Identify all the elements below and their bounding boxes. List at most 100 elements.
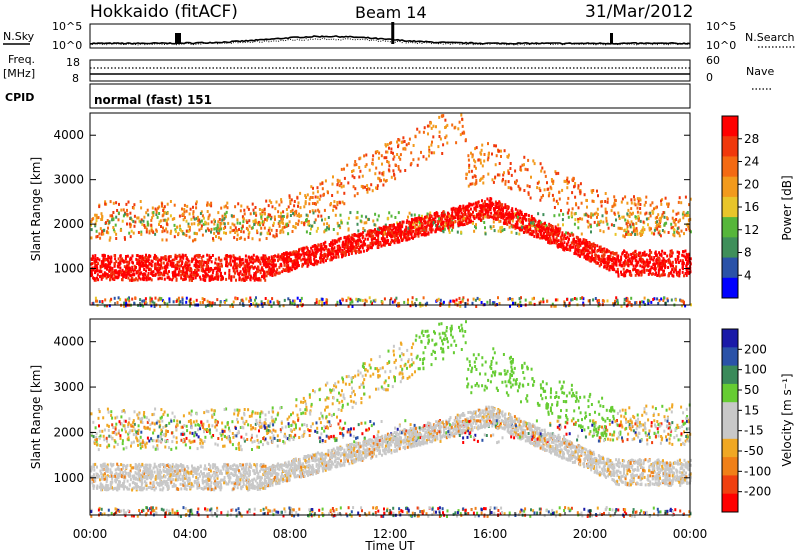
echo-cell (185, 296, 188, 300)
echo-cell (542, 300, 545, 304)
echo-cell (665, 216, 668, 220)
echo-cell (185, 300, 188, 304)
echo-cell (689, 197, 692, 201)
echo-cell (161, 299, 164, 303)
echo-cell (155, 228, 158, 232)
echo-cell (395, 226, 398, 230)
echo-cell (152, 270, 155, 274)
echo-cell (248, 224, 251, 228)
echo-cell (643, 266, 646, 270)
echo-cell (190, 274, 193, 278)
echo-cell (293, 213, 296, 217)
echo-cell (482, 181, 485, 185)
echo-cell (154, 207, 157, 211)
echo-cell (407, 215, 409, 219)
echo-cell (339, 213, 342, 217)
echo-cell (667, 266, 670, 269)
echo-cell (104, 202, 107, 206)
echo-cell (399, 157, 402, 161)
echo-cell (122, 272, 125, 276)
echo-cell (493, 211, 496, 215)
echo-cell (412, 221, 415, 225)
echo-cell (383, 297, 386, 301)
echo-cell (106, 304, 108, 308)
echo-cell (393, 241, 396, 245)
echo-cell (545, 227, 548, 230)
echo-cell (658, 253, 661, 257)
echo-cell (648, 249, 651, 253)
echo-cell (358, 232, 361, 236)
echo-cell (383, 231, 386, 235)
echo-cell (261, 220, 264, 224)
echo-cell (542, 194, 544, 198)
echo-cell (459, 219, 462, 223)
echo-cell (682, 254, 685, 258)
echo-cell (278, 271, 281, 275)
echo-cell (94, 271, 96, 275)
echo-cell (185, 257, 188, 261)
echo-cell (653, 267, 656, 271)
echo-cell (675, 218, 678, 221)
echo-cell (159, 304, 162, 308)
echo-cell (233, 259, 236, 263)
echo-cell (280, 211, 282, 215)
echo-cell (177, 273, 180, 277)
echo-cell (415, 298, 418, 302)
echo-cell (363, 221, 366, 225)
echo-cell (547, 236, 550, 240)
echo-cell (440, 221, 442, 225)
echo-cell (320, 214, 323, 218)
echo-cell (236, 269, 239, 273)
echo-cell (274, 217, 276, 221)
echo-cell (684, 195, 687, 199)
echo-cell (491, 204, 493, 208)
echo-cell (650, 300, 653, 304)
echo-cell (319, 256, 322, 260)
echo-cell (648, 228, 651, 232)
echo-cell (479, 161, 482, 165)
echo-cell (486, 197, 489, 201)
echo-cell (297, 264, 300, 267)
echo-cell (681, 253, 684, 257)
echo-cell (252, 276, 255, 280)
echo-cell (335, 206, 338, 210)
echo-cell (225, 263, 228, 267)
echo-cell (370, 241, 373, 245)
echo-cell (416, 127, 419, 131)
echo-cell (353, 249, 356, 253)
echo-cell (297, 222, 300, 226)
echo-cell (129, 216, 132, 220)
echo-cell (172, 273, 174, 277)
echo-cell (123, 272, 126, 276)
echo-cell (566, 201, 569, 205)
echo-cell (633, 202, 636, 206)
echo-cell (158, 271, 161, 275)
echo-cell (361, 243, 364, 247)
echo-cell (215, 235, 217, 238)
echo-cell (579, 297, 582, 300)
echo-cell (437, 215, 440, 218)
echo-cell (282, 267, 285, 271)
echo-cell (308, 197, 311, 201)
echo-cell (419, 304, 422, 308)
echo-cell (228, 271, 231, 275)
noise-tick-right-top: 10^5 (706, 20, 736, 33)
echo-cell (375, 233, 378, 237)
echo-cell (484, 226, 486, 230)
echo-cell (296, 261, 299, 265)
echo-cell (588, 258, 591, 262)
echo-cell (297, 256, 300, 260)
echo-cell (250, 265, 253, 269)
echo-cell (499, 226, 502, 230)
echo-cell (173, 203, 176, 207)
echo-cell (205, 268, 208, 272)
echo-cell (675, 265, 678, 269)
echo-cell (508, 225, 511, 229)
echo-cell (246, 264, 249, 267)
echo-cell (427, 221, 429, 225)
echo-cell (95, 235, 98, 239)
echo-cell (682, 210, 685, 214)
echo-cell (350, 247, 353, 251)
echo-cell (400, 232, 403, 236)
echo-cell (422, 296, 425, 300)
